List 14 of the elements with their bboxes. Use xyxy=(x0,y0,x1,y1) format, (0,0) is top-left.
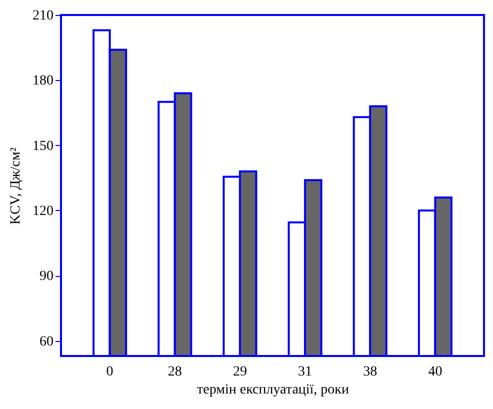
x-tick-label: 0 xyxy=(106,364,114,380)
x-tick-label: 40 xyxy=(428,364,442,380)
x-axis-title: термін експлуатації, роки xyxy=(197,382,350,398)
y-tick-label: 120 xyxy=(32,204,54,219)
y-axis-title: KCV, Дж/см² xyxy=(8,147,24,225)
x-tick-label: 29 xyxy=(232,364,247,380)
y-tick-label: 210 xyxy=(32,8,54,24)
y-tick-label: 60 xyxy=(40,334,54,350)
y-tick-label: 150 xyxy=(32,138,54,154)
x-tick-label: 28 xyxy=(168,364,182,380)
y-tick-label: 90 xyxy=(40,269,54,284)
x-tick-label: 38 xyxy=(363,364,378,380)
y-tick-label: 180 xyxy=(32,74,54,89)
x-tick-label: 31 xyxy=(298,364,312,380)
